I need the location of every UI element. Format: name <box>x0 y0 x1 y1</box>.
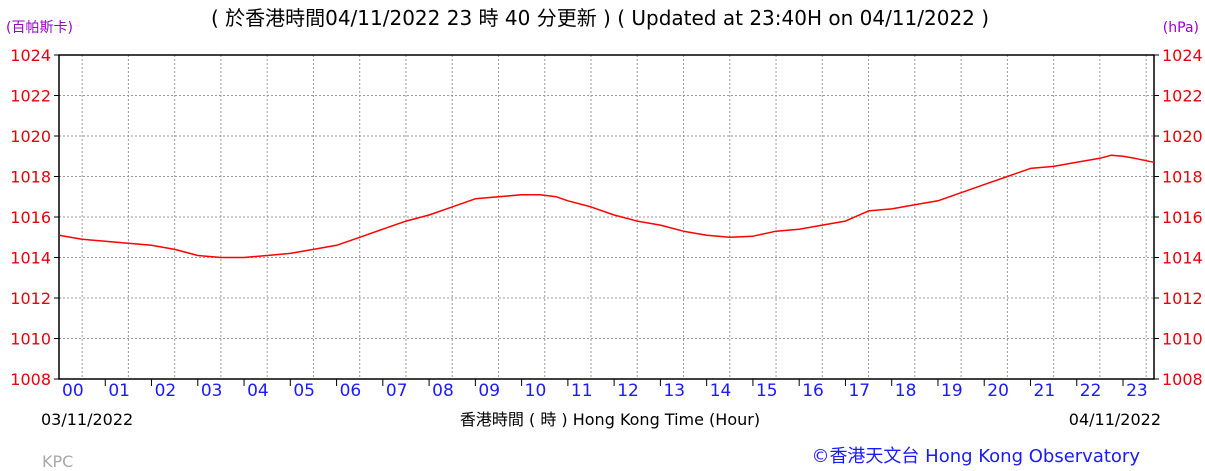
observatory-credit[interactable]: ©香港天文台 Hong Kong Observatory <box>811 446 1140 467</box>
y-tick-label-right: 1018 <box>1162 168 1203 187</box>
y-tick-label-left: 1016 <box>10 208 51 227</box>
x-tick-label: 17 <box>848 381 870 401</box>
x-tick-label: 03 <box>201 381 223 401</box>
x-tick-label: 19 <box>941 381 963 401</box>
x-tick-label: 01 <box>108 381 130 401</box>
chart-grid <box>59 55 1154 379</box>
x-tick-label: 05 <box>293 381 315 401</box>
x-tick-label: 14 <box>710 381 732 401</box>
x-tick-label: 07 <box>386 381 408 401</box>
series-group <box>58 154 1155 259</box>
y-tick-label-left: 1020 <box>10 127 51 146</box>
x-tick-label: 00 <box>62 381 84 401</box>
start-date-label: 03/11/2022 <box>41 410 133 429</box>
y-tick-label-right: 1022 <box>1162 87 1203 106</box>
pressure-series-line <box>58 154 1155 259</box>
x-tick-label: 10 <box>525 381 547 401</box>
y-tick-label-left: 1018 <box>10 168 51 187</box>
x-tick-label: 15 <box>756 381 778 401</box>
right-y-axis: 1008 1010 1012 1014 1016 1018 1020 1022 1024 <box>1154 46 1203 389</box>
x-tick-label: 22 <box>1080 381 1102 401</box>
x-tick-label: 06 <box>340 381 362 401</box>
y-tick-label-left: 1010 <box>10 330 51 349</box>
y-tick-label-right: 1008 <box>1162 370 1203 389</box>
y-tick-label-right: 1024 <box>1162 46 1203 65</box>
x-tick-label: 18 <box>895 381 917 401</box>
x-tick-label: 09 <box>478 381 500 401</box>
left-unit-label: (百帕斯卡) <box>6 20 73 36</box>
y-tick-label-right: 1010 <box>1162 330 1203 349</box>
left-y-axis: 1008 1010 1012 1014 1016 1018 1020 1022 1024 <box>10 46 59 389</box>
y-tick-label-left: 1012 <box>10 289 51 308</box>
chart-title: ( 於香港時間04/11/2022 23 時 40 分更新 ) ( Update… <box>211 6 989 30</box>
x-tick-label: 12 <box>617 381 639 401</box>
y-tick-label-right: 1020 <box>1162 127 1203 146</box>
y-tick-label-left: 1014 <box>10 249 51 268</box>
x-tick-label: 04 <box>247 381 269 401</box>
x-axis-title: 香港時間 ( 時 ) Hong Kong Time (Hour) <box>460 410 760 429</box>
y-tick-label-left: 1024 <box>10 46 51 65</box>
x-tick-label: 13 <box>663 381 685 401</box>
y-tick-label-right: 1014 <box>1162 249 1203 268</box>
x-tick-label: 11 <box>571 381 593 401</box>
station-code: KPC <box>42 452 73 471</box>
x-tick-label: 21 <box>1034 381 1056 401</box>
x-axis: 00 01 02 03 04 05 06 07 08 09 10 11 12 13 14 15 16 17 18 19… <box>62 379 1148 401</box>
x-tick-label: 02 <box>155 381 177 401</box>
x-tick-label: 16 <box>802 381 824 401</box>
y-tick-label-right: 1016 <box>1162 208 1203 227</box>
y-tick-label-right: 1012 <box>1162 289 1203 308</box>
x-tick-label: 23 <box>1126 381 1148 401</box>
right-unit-label: (hPa) <box>1163 20 1199 36</box>
x-tick-label: 08 <box>432 381 454 401</box>
y-tick-label-left: 1008 <box>10 370 51 389</box>
x-tick-label: 20 <box>987 381 1009 401</box>
end-date-label: 04/11/2022 <box>1069 410 1161 429</box>
y-tick-label-left: 1022 <box>10 87 51 106</box>
